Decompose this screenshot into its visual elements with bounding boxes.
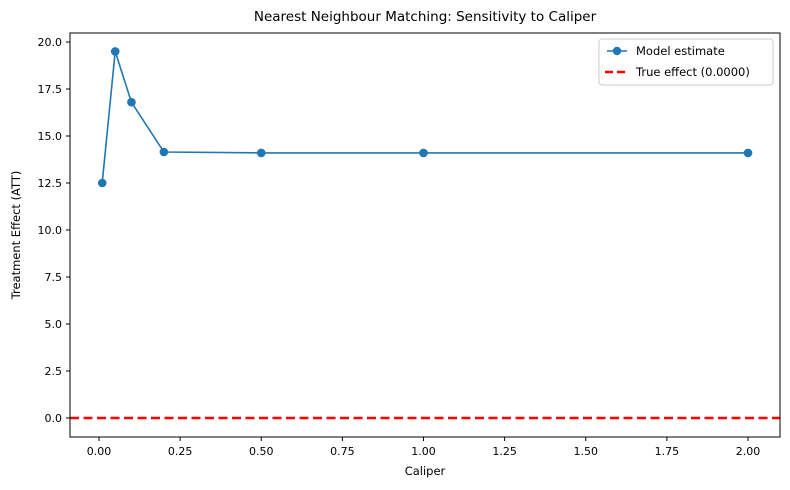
y-tick-label: 10.0 xyxy=(38,224,63,237)
legend-item-model-estimate: Model estimate xyxy=(607,44,725,58)
x-tick-label: 1.50 xyxy=(574,445,599,458)
y-axis-ticks: 0.0 2.5 5.0 7.5 10.0 12.5 15.0 17.5 20.0 xyxy=(38,36,70,425)
y-tick-label: 5.0 xyxy=(45,318,63,331)
x-tick-label: 0.50 xyxy=(249,445,274,458)
legend-label: Model estimate xyxy=(636,44,725,58)
axes-background xyxy=(70,33,780,437)
x-tick-label: 0.75 xyxy=(330,445,355,458)
x-tick-label: 1.75 xyxy=(655,445,680,458)
chart-title: Nearest Neighbour Matching: Sensitivity … xyxy=(254,9,597,25)
legend-item-true-effect: True effect (0.0000) xyxy=(605,65,750,79)
x-tick-label: 2.00 xyxy=(736,445,761,458)
y-tick-label: 12.5 xyxy=(38,177,63,190)
legend: Model estimate True effect (0.0000) xyxy=(598,38,774,86)
data-point-marker xyxy=(127,97,136,107)
y-tick-label: 2.5 xyxy=(45,365,63,378)
plot-area xyxy=(69,32,781,438)
data-point-marker xyxy=(743,148,753,158)
legend-label: True effect (0.0000) xyxy=(635,65,750,79)
y-tick-label: 17.5 xyxy=(38,83,63,96)
data-point-marker xyxy=(97,178,107,188)
y-tick-label: 0.0 xyxy=(45,412,63,425)
model-estimate-series xyxy=(97,47,753,188)
x-tick-label: 1.25 xyxy=(492,445,517,458)
x-axis-label: Caliper xyxy=(405,464,446,478)
x-axis-ticks: 0.00 0.25 0.50 0.75 1.00 1.25 1.50 1.75 2.00 xyxy=(87,437,761,458)
data-point-marker xyxy=(110,47,120,56)
axes-frame xyxy=(69,32,781,438)
y-tick-label: 20.0 xyxy=(38,36,63,49)
y-tick-label: 15.0 xyxy=(38,130,63,143)
circle-marker-icon xyxy=(612,46,622,56)
data-point-marker xyxy=(159,147,169,157)
x-tick-label: 0.00 xyxy=(87,445,112,458)
data-point-marker xyxy=(256,148,266,158)
y-tick-label: 7.5 xyxy=(45,271,63,284)
x-tick-label: 1.00 xyxy=(411,445,436,458)
x-tick-label: 0.25 xyxy=(168,445,193,458)
legend-box xyxy=(598,38,774,86)
data-point-marker xyxy=(419,148,428,158)
y-axis-label: Treatment Effect (ATT) xyxy=(9,171,23,301)
